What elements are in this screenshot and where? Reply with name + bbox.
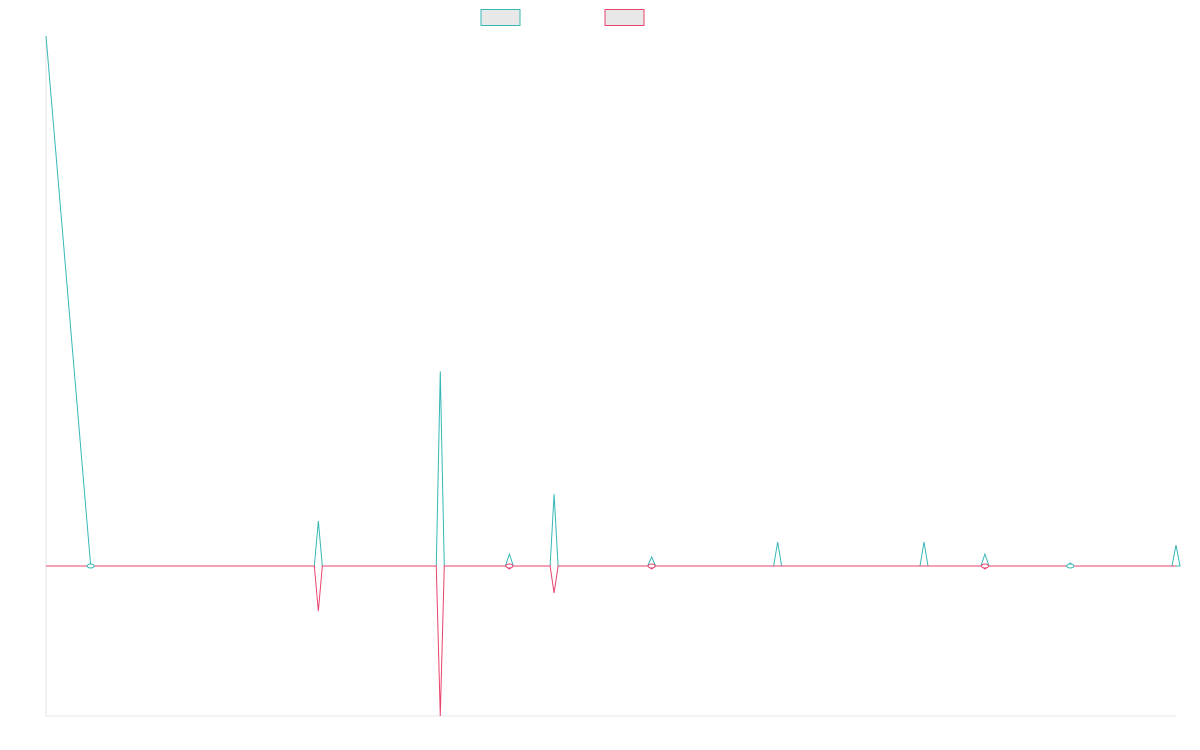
- axes: [45, 36, 1176, 717]
- data-point-series-2-13: [980, 563, 989, 569]
- data-point-series-1-14: [1066, 563, 1075, 569]
- series-line-1: [45, 35, 1181, 567]
- series-line-2: [46, 565, 1176, 717]
- legend-swatch-1[interactable]: [480, 9, 521, 26]
- legend[interactable]: [480, 9, 645, 26]
- legend-swatch-2[interactable]: [604, 9, 645, 26]
- series-layer: [45, 35, 1181, 717]
- data-point-start: [86, 563, 95, 569]
- points-layer: [86, 563, 1075, 569]
- data-point-series-2-6: [505, 563, 514, 569]
- data-point-series-2-9: [647, 563, 656, 569]
